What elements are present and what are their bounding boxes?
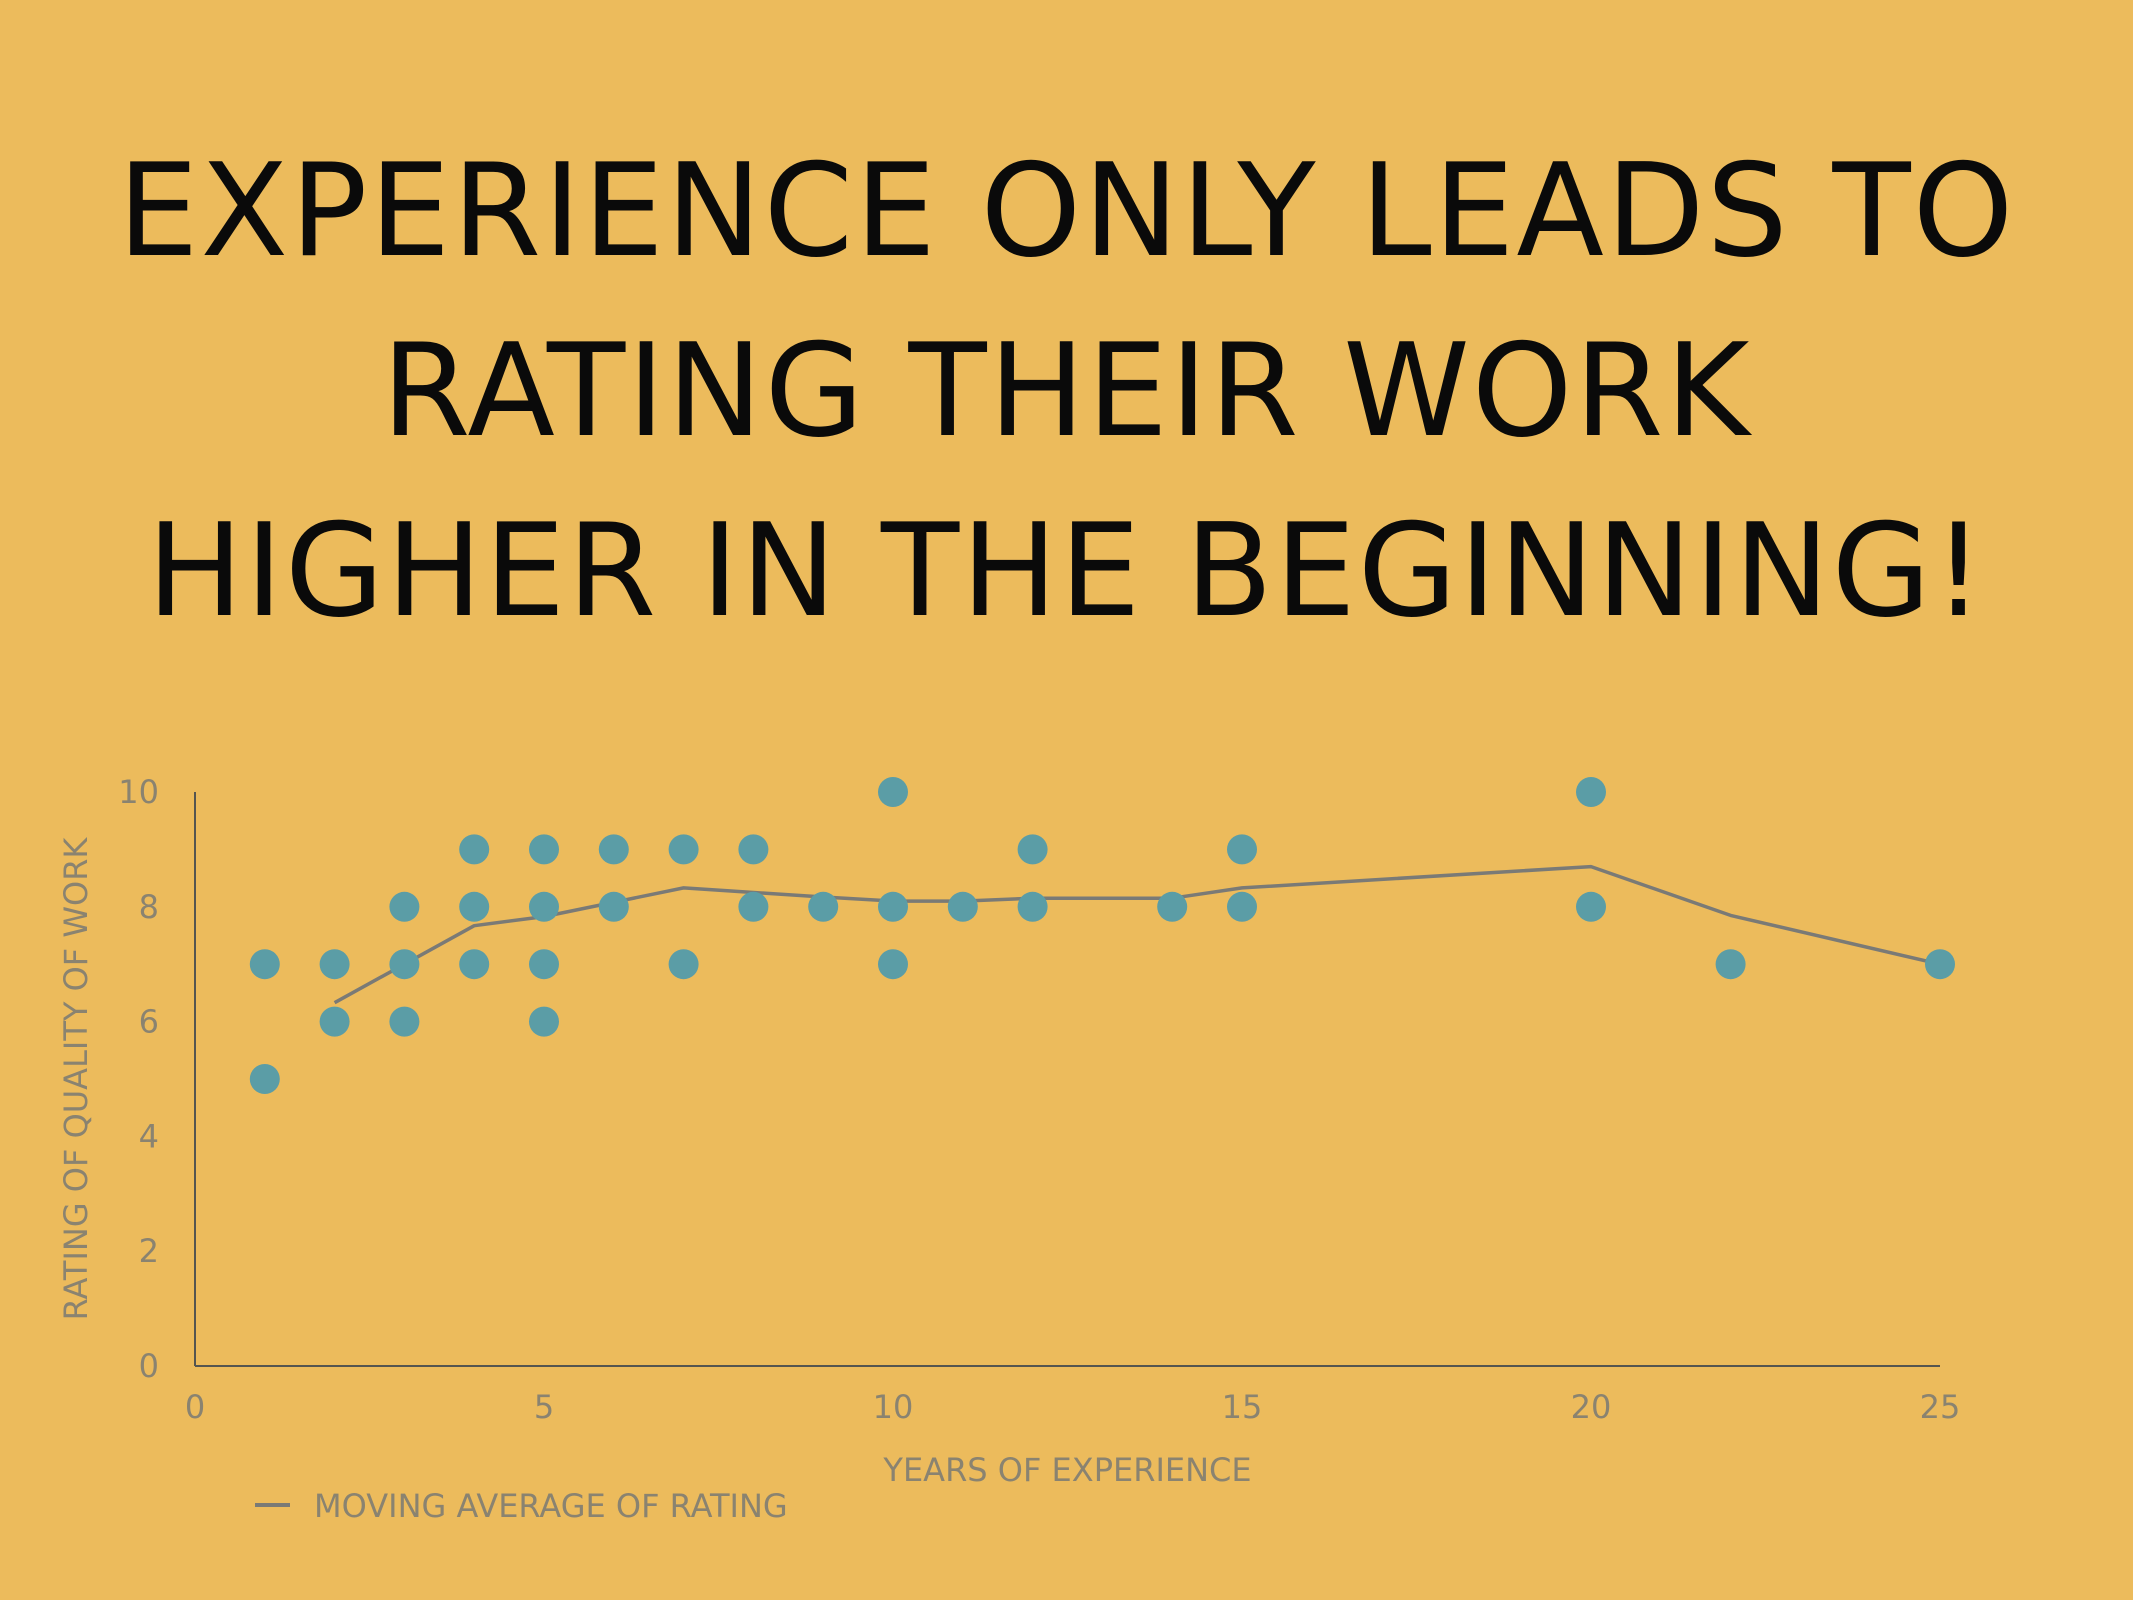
data-point <box>1576 891 1606 922</box>
data-point <box>249 1064 280 1094</box>
data-point <box>319 949 350 980</box>
data-point <box>459 891 490 922</box>
data-point <box>1157 891 1188 922</box>
legend: MOVING AVERAGE OF RATING <box>255 1487 788 1525</box>
y-tick-label: 10 <box>118 773 159 811</box>
data-point <box>808 891 839 922</box>
data-point <box>738 834 769 865</box>
title-line-1: EXPERIENCE ONLY LEADS TO <box>117 137 2016 286</box>
title-line-2: RATING THEIR WORK <box>381 317 1752 466</box>
data-point <box>529 949 559 980</box>
data-point <box>1576 777 1606 807</box>
data-point <box>668 834 699 865</box>
data-point <box>1715 949 1746 980</box>
trendline-group <box>333 864 1941 1005</box>
data-point <box>1227 834 1257 865</box>
data-point <box>529 834 559 865</box>
data-point <box>738 891 769 922</box>
data-point <box>1925 949 1955 980</box>
axis-labels-group: 0 2 4 6 8 10 0 5 10 15 20 25 YEARS OF EXPERIENCE RATI… <box>57 773 1960 1489</box>
y-tick-label: 2 <box>139 1232 159 1270</box>
x-tick-label: 25 <box>1920 1388 1961 1426</box>
data-point <box>1017 834 1048 865</box>
data-point <box>459 949 490 980</box>
legend-label: MOVING AVERAGE OF RATING <box>314 1487 788 1525</box>
x-axis-title: YEARS OF EXPERIENCE <box>882 1451 1251 1489</box>
data-point <box>1017 891 1048 922</box>
data-point <box>389 1006 420 1037</box>
y-tick-label: 8 <box>139 888 159 926</box>
data-point <box>878 891 908 922</box>
x-tick-label: 10 <box>873 1388 914 1426</box>
data-point <box>389 891 420 922</box>
data-point <box>598 891 629 922</box>
data-point <box>878 777 908 807</box>
chart-axes <box>194 792 1940 1367</box>
data-point <box>1227 891 1257 922</box>
data-point <box>878 949 908 980</box>
data-point <box>249 949 280 980</box>
data-point <box>529 1006 559 1037</box>
y-axis-title: RATING OF QUALITY OF WORK <box>57 837 95 1321</box>
data-points-group <box>249 777 1955 1094</box>
x-tick-label: 0 <box>185 1388 205 1426</box>
data-point <box>947 891 978 922</box>
moving-average-line <box>333 864 1941 1005</box>
slide-title: EXPERIENCE ONLY LEADS TO RATING THEIR WO… <box>0 122 2133 662</box>
y-tick-label: 6 <box>139 1003 159 1041</box>
data-point <box>529 891 559 922</box>
data-point <box>598 834 629 865</box>
y-tick-label: 0 <box>139 1347 159 1385</box>
x-tick-label: 5 <box>534 1388 554 1426</box>
x-tick-label: 15 <box>1222 1388 1263 1426</box>
x-tick-label: 20 <box>1571 1388 1612 1426</box>
data-point <box>459 834 490 865</box>
data-point <box>319 1006 350 1037</box>
y-tick-label: 4 <box>139 1117 159 1155</box>
data-point <box>389 949 420 980</box>
title-line-3: HIGHER IN THE BEGINNING! <box>146 497 1987 646</box>
data-point <box>668 949 699 980</box>
